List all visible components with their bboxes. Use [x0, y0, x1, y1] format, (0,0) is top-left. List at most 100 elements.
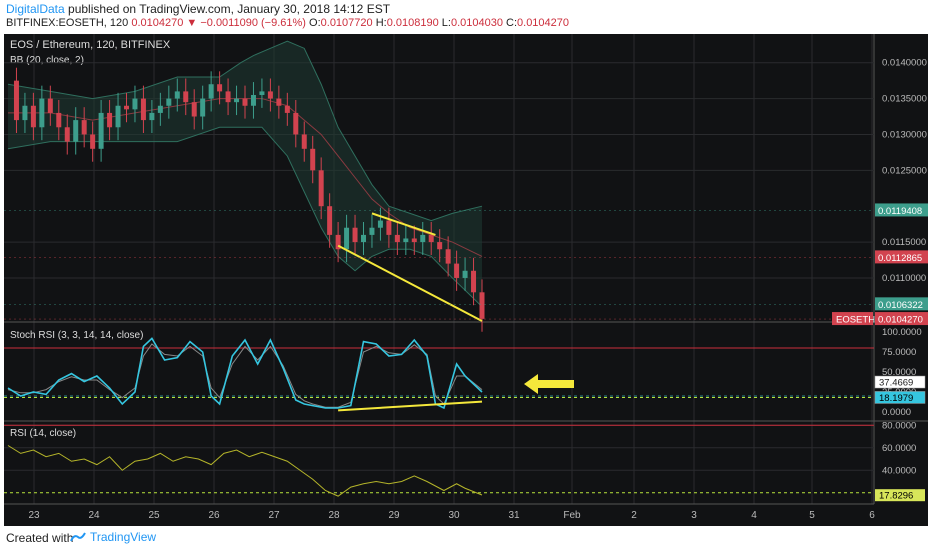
candle-body: [149, 112, 155, 121]
candle-body: [479, 292, 485, 319]
price-trendline: [337, 244, 483, 322]
stoch-value-text: 18.1979: [879, 393, 913, 404]
open-label: O:: [309, 17, 321, 29]
down-triangle-icon: ▼: [186, 17, 198, 29]
rsi-tick-label: 80.0000: [882, 420, 916, 431]
close-label: C:: [506, 17, 518, 29]
candle-body: [318, 170, 324, 207]
candle-body: [174, 91, 180, 99]
price-label-text: 0.0112865: [878, 253, 922, 264]
candle-body: [47, 98, 53, 113]
stoch-tick-label: 75.0000: [882, 347, 916, 358]
candle-body: [107, 112, 113, 128]
candle-body: [411, 238, 417, 243]
candle-body: [98, 112, 104, 149]
candle-body: [335, 234, 341, 250]
candle-body: [242, 98, 248, 106]
bb-lower-line: [7, 126, 483, 308]
candle-body: [115, 105, 121, 128]
price-label-text: 0.0104270: [878, 315, 923, 326]
price-label-box: [875, 203, 928, 217]
candle-body: [361, 234, 366, 243]
candle-body: [386, 220, 392, 235]
x-tick-label: 28: [328, 510, 340, 521]
stoch-value-text: 37.4669: [879, 378, 913, 389]
high-label: H:: [375, 17, 387, 29]
stoch-signal-line: [7, 343, 483, 408]
bb-upper-line: [7, 40, 483, 222]
publish-line: DigitalData published on TradingView.com…: [6, 2, 390, 16]
candle-body: [394, 234, 400, 243]
candle-body: [344, 227, 350, 250]
candle-body: [293, 112, 299, 135]
left-arrow-icon: [524, 374, 574, 394]
last-price: 0.0104270: [131, 17, 184, 29]
stoch-pane-title: Stoch RSI (3, 3, 14, 14, close): [10, 330, 143, 341]
candle-body: [81, 120, 87, 135]
rsi-line: [7, 445, 483, 497]
x-tick-label: 31: [508, 510, 520, 521]
tradingview-logo-icon: [70, 531, 86, 541]
bb-indicator-label: BB (20, close, 2): [10, 55, 84, 66]
price-trendline: [371, 212, 436, 236]
x-tick-label: 26: [208, 510, 220, 521]
price-tick-label: 0.0140000: [882, 58, 927, 69]
price-pane-title: EOS / Ethereum, 120, BITFINEX: [10, 39, 171, 51]
x-tick-label: 6: [869, 510, 875, 521]
candle-body: [310, 148, 316, 171]
author-link[interactable]: DigitalData: [6, 2, 65, 16]
candle-body: [217, 84, 223, 92]
chart-area[interactable]: 23 24 25 26 27 28 29 30 31 Feb 2 3 4 5 6 EOS / Ethereum…: [4, 34, 928, 526]
candle-body: [22, 105, 28, 121]
candle-body: [284, 105, 290, 113]
candle-body: [225, 91, 231, 103]
price-tick-label: 0.0135000: [882, 94, 927, 105]
candle-body: [64, 127, 70, 142]
low-label: L:: [441, 17, 451, 29]
price-tick-label: 0.0115000: [882, 237, 926, 248]
candle-body: [445, 249, 451, 264]
low-value: 0.0104030: [450, 17, 503, 29]
close-value: 0.0104270: [517, 17, 570, 29]
candle-body: [73, 120, 79, 142]
price-label-text: 0.0119408: [878, 206, 922, 217]
candle-body: [276, 98, 282, 106]
price-label-text: 0.0106322: [878, 300, 923, 311]
price-change: −0.0011090 (−9.61%): [200, 17, 306, 29]
stoch-trendline: [338, 400, 483, 412]
candle-body: [140, 98, 146, 121]
stoch-value-box: [874, 391, 926, 404]
rsi-tick-label: 60.0000: [882, 443, 916, 454]
published-text: published on TradingView.com, January 30…: [64, 2, 391, 16]
x-tick-label: Feb: [563, 510, 581, 521]
tradingview-link[interactable]: TradingView: [70, 530, 156, 544]
candle-body: [369, 227, 375, 235]
price-tick-label: 0.0125000: [882, 165, 927, 176]
open-value: 0.0107720: [320, 17, 373, 29]
price-label-box: [875, 312, 928, 326]
rsi-tick-label: 40.0000: [882, 465, 916, 476]
candle-body: [462, 270, 468, 278]
candle-body: [420, 234, 426, 243]
candle-body: [454, 263, 460, 278]
candle-body: [166, 98, 172, 106]
created-with-text: Created with: [6, 531, 74, 545]
candle-body: [157, 105, 163, 113]
stoch-value-box: [874, 375, 926, 389]
price-tick-label: 0.0110000: [882, 273, 926, 284]
high-value: 0.0108190: [386, 17, 439, 29]
candle-body: [183, 91, 189, 103]
candle-body: [208, 84, 214, 99]
symbol-tag-text: EOSETH: [836, 315, 875, 326]
candle-body: [56, 112, 62, 128]
x-tick-label: 30: [448, 510, 460, 521]
candle-body: [352, 227, 358, 243]
x-tick-label: 23: [28, 510, 40, 521]
candle-body: [250, 94, 256, 106]
rsi-value-box: [875, 489, 925, 502]
candle-body: [234, 98, 240, 103]
tradingview-text: TradingView: [90, 530, 157, 544]
candle-body: [13, 80, 19, 121]
candle-body: [259, 91, 265, 95]
